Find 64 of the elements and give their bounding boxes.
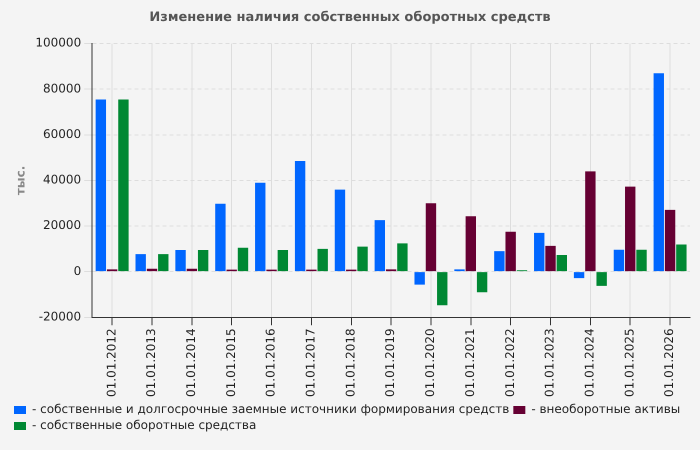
bar [357,246,368,272]
x-tick-label: 01.01.2012 [104,328,118,398]
x-tick-label: 01.01.2021 [462,328,477,398]
bar [664,210,676,272]
bar [494,251,505,272]
x-tick-label: 01.01.2014 [184,328,198,398]
x-tick-label: 01.01.2022 [502,328,517,398]
x-tick-label: 01.01.2013 [144,328,158,398]
bar [476,272,488,292]
bar [118,99,129,272]
y-axis-title: тыс. [13,166,28,196]
x-tick-label: 01.01.2016 [264,328,278,398]
x-tick-label: 01.01.2025 [622,328,636,398]
chart-title: Изменение наличия собственных оборотных средств [149,10,551,26]
x-tick-label: 01.01.2020 [423,328,438,398]
x-tick-label: 01.01.2015 [224,328,238,398]
bar [437,272,448,306]
x-tick-label: 01.01.2019 [383,328,398,398]
bar [146,268,158,272]
x-tick-label: 01.01.2023 [542,328,557,398]
x-tick-label: 01.01.2017 [304,328,318,398]
bar [397,243,408,272]
bar [426,203,436,272]
bar [96,99,106,272]
bar [654,73,664,272]
bar [317,248,328,272]
bar [198,250,208,272]
bar [255,182,266,272]
bar [278,250,288,272]
legend-label: - собственные и долгосрочные заемные источники формирования средств [32,402,510,416]
y-tick-label: 100000 [35,36,82,50]
bar [238,248,248,272]
bar [374,220,386,272]
legend-label: - собственные оборотные средства [32,418,256,432]
x-tick-label: 01.01.2026 [662,328,676,398]
bar [574,272,584,278]
bar [505,232,516,272]
y-tick-label: 40000 [43,172,82,187]
bar [614,250,624,272]
bar [534,232,544,272]
x-tick-label: 01.01.2024 [582,328,596,398]
y-tick-label: -20000 [38,309,82,324]
legend-label: - внеоборотные активы [531,402,680,416]
bar [334,190,346,272]
bar [466,216,476,272]
y-tick-label: 0 [74,264,82,278]
x-tick-label: 01.01.2018 [343,328,358,398]
bar [596,272,607,286]
y-tick-label: 20000 [43,218,82,232]
y-tick-label: 80000 [43,81,82,96]
bar [294,161,306,272]
bar [585,171,596,272]
bar [636,250,647,272]
bar [158,254,168,272]
bar [175,250,186,272]
bar [676,244,687,272]
y-tick-label: 60000 [43,126,82,141]
bar [556,255,567,272]
bar [414,272,425,285]
bar [625,186,636,272]
bar [186,268,198,272]
bar [215,204,226,272]
bar [545,246,556,272]
bar [136,254,146,272]
